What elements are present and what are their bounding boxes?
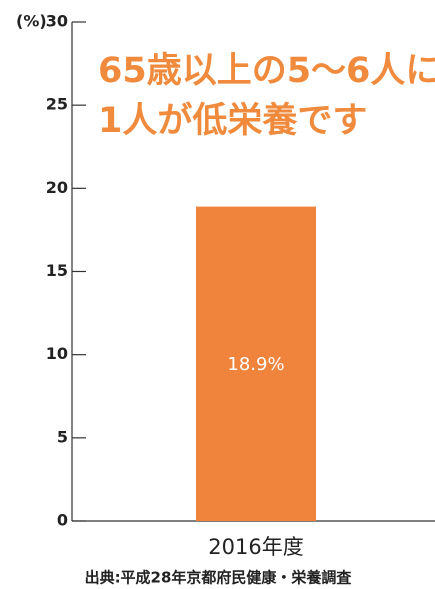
y-tick-label: 30	[46, 12, 68, 31]
source: 出典:平成28年京都府民健康・栄養調査	[85, 569, 353, 587]
y-tick-label: 25	[46, 95, 68, 114]
y-tick-label: 15	[46, 261, 68, 280]
y-tick-label: 10	[46, 344, 68, 363]
y-tick-label: 0	[57, 511, 68, 530]
annotation: 1人が低栄養です	[98, 101, 367, 141]
annotation: 65歳以上の5〜6人に	[98, 51, 435, 91]
bar	[196, 206, 316, 521]
y-tick-label: 5	[57, 427, 68, 446]
value-label: 18.9%	[227, 354, 284, 375]
y-axis-label: (%)	[16, 12, 47, 31]
y-tick-label: 20	[46, 178, 68, 197]
x-tick-label: 2016年度	[208, 535, 303, 559]
